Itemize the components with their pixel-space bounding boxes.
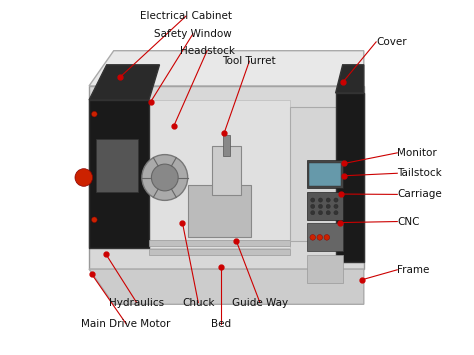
Text: Hydraulics: Hydraulics (109, 297, 164, 307)
Polygon shape (89, 269, 364, 304)
Text: Guide Way: Guide Way (232, 297, 288, 307)
Circle shape (91, 217, 97, 223)
Polygon shape (336, 93, 364, 262)
Polygon shape (336, 65, 364, 93)
Circle shape (334, 198, 338, 202)
Circle shape (319, 198, 323, 202)
Circle shape (319, 211, 323, 215)
Circle shape (326, 204, 330, 208)
Text: Carriage: Carriage (397, 190, 442, 200)
Bar (308, 223, 343, 251)
Bar (308, 192, 343, 220)
Polygon shape (212, 146, 240, 195)
Polygon shape (89, 51, 364, 86)
Circle shape (324, 235, 329, 240)
Text: Tool Turret: Tool Turret (222, 56, 276, 66)
Bar (308, 160, 343, 188)
Text: Cover: Cover (376, 37, 407, 47)
Text: Bed: Bed (211, 319, 231, 329)
Circle shape (319, 204, 323, 208)
Bar (149, 248, 290, 255)
Circle shape (310, 204, 315, 208)
Circle shape (91, 111, 97, 117)
Text: Monitor: Monitor (397, 148, 437, 158)
Polygon shape (89, 86, 364, 269)
Text: CNC: CNC (397, 217, 420, 226)
Circle shape (326, 198, 330, 202)
Circle shape (151, 164, 178, 191)
Circle shape (317, 235, 323, 240)
Circle shape (310, 235, 316, 240)
Circle shape (75, 169, 92, 186)
Circle shape (142, 155, 188, 200)
Bar (308, 255, 343, 283)
Bar (149, 240, 290, 246)
Polygon shape (89, 100, 149, 248)
Bar (309, 163, 341, 186)
Text: Headstock: Headstock (180, 46, 235, 56)
Text: Main Drive Motor: Main Drive Motor (82, 319, 171, 329)
Text: Chuck: Chuck (182, 297, 215, 307)
Text: Electrical Cabinet: Electrical Cabinet (140, 11, 232, 21)
Text: Safety Window: Safety Window (154, 29, 232, 39)
Circle shape (326, 211, 330, 215)
Polygon shape (290, 107, 336, 241)
Text: Frame: Frame (397, 265, 429, 275)
Bar (223, 135, 230, 156)
Bar (188, 185, 251, 237)
Circle shape (334, 204, 338, 208)
Circle shape (310, 211, 315, 215)
Bar (96, 139, 138, 192)
Circle shape (310, 198, 315, 202)
Circle shape (334, 211, 338, 215)
Polygon shape (149, 100, 290, 248)
Polygon shape (89, 65, 160, 100)
Text: Tailstock: Tailstock (397, 168, 442, 178)
